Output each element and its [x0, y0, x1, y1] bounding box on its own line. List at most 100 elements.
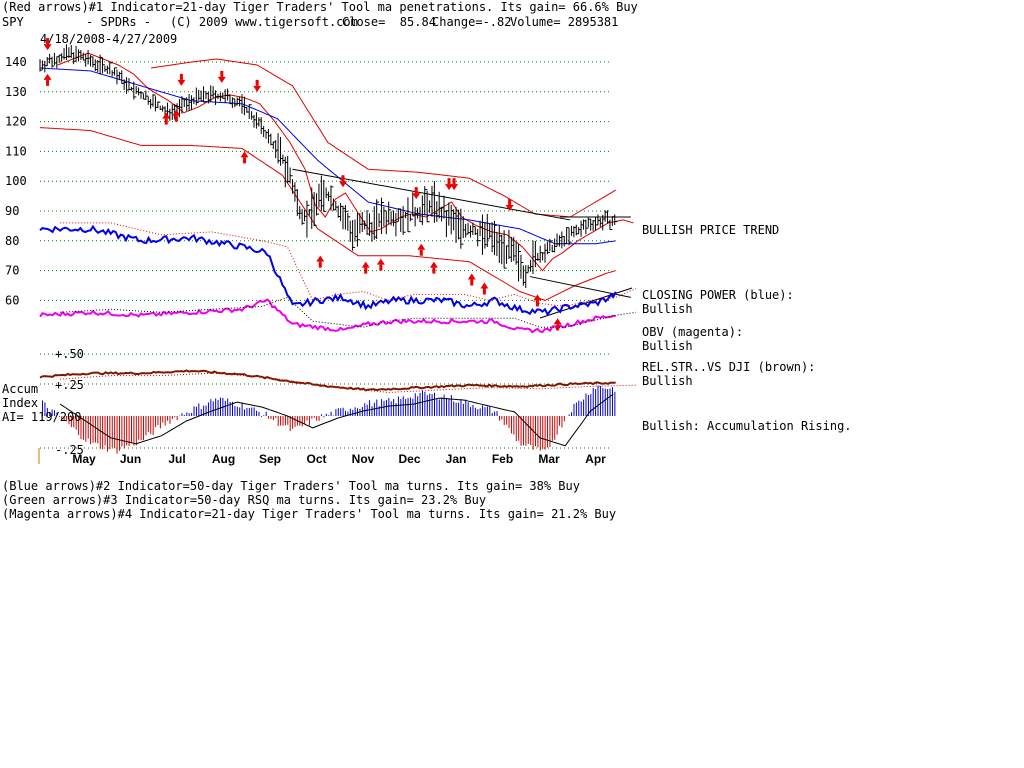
buy-arrow-icon [361, 261, 370, 274]
ticker-symbol: SPY [2, 15, 24, 29]
price-bar [585, 219, 589, 235]
sell-arrow-icon [43, 38, 52, 51]
uptrend-line [529, 276, 631, 298]
price-bar [316, 193, 320, 216]
buy-arrow-icon [316, 255, 325, 268]
downtrend-line [292, 168, 571, 221]
upper-band-line [151, 58, 616, 218]
ma21-line [57, 52, 634, 272]
copyright: (C) 2009 www.tigersoft.com [170, 15, 358, 29]
obv-title: OBV (magenta): [642, 325, 744, 339]
price-bar [51, 56, 55, 68]
security-name: - SPDRs - [86, 15, 152, 29]
y-tick-label: 100 [5, 174, 27, 188]
sell-arrow-icon [217, 70, 226, 83]
price-bar [424, 186, 428, 216]
rel-strength-value: Bullish [642, 374, 693, 388]
price-change: Change=-.82 [432, 15, 512, 29]
price-bar [157, 101, 161, 109]
y-tick-label: 130 [5, 85, 27, 99]
buy-arrow-icon [376, 258, 385, 271]
price-bar [460, 208, 464, 249]
price-bar [518, 244, 522, 282]
buy-arrow-icon [467, 273, 476, 286]
price-bar [195, 87, 199, 106]
ma50-line [39, 67, 616, 245]
obv-ma [60, 296, 636, 328]
y-tick-label: 110 [5, 144, 27, 158]
price-bar [383, 206, 387, 227]
trend-label: BULLISH PRICE TREND [642, 223, 780, 237]
price-bar [99, 54, 103, 75]
price-bar [407, 197, 411, 233]
price-bar [566, 227, 570, 245]
buy-arrow-icon [240, 151, 249, 164]
price-bar [486, 213, 490, 247]
buy-arrow-icon [417, 243, 426, 256]
y-tick-label: 80 [5, 234, 19, 248]
price-bar [388, 201, 392, 225]
month-label: Apr [585, 452, 606, 466]
price-bar [614, 214, 618, 225]
sell-arrow-icon [445, 178, 454, 191]
month-label: Feb [492, 452, 513, 466]
price-bar [114, 67, 118, 76]
price-bar [549, 238, 553, 252]
signal-arrows [43, 38, 562, 331]
sell-arrow-icon [177, 73, 186, 86]
accum-label-line1: Accum [2, 382, 39, 396]
rel-strength-line [39, 369, 616, 392]
indicator-4-caption: (Magenta arrows)#4 Indicator=21-day Tige… [2, 507, 617, 521]
price-bar [145, 90, 149, 100]
rel-strength-title: REL.STR..VS DJI (brown): [642, 360, 816, 374]
month-label: Jan [446, 452, 467, 466]
y-tick-label: 70 [5, 264, 19, 278]
sell-arrow-icon [412, 187, 421, 200]
price-bar [301, 208, 305, 225]
closing-power-line [39, 224, 617, 317]
price-bar [39, 59, 43, 72]
month-axis: May Jun Jul Aug Sep Oct Nov Dec Jan Feb Mar Apr [72, 452, 606, 466]
price-bar [477, 229, 481, 247]
price-bar [568, 228, 572, 246]
price-bar [347, 212, 351, 231]
date-range: 4/18/2008-4/27/2009 [40, 32, 178, 46]
price-bar [554, 238, 558, 253]
rel-strength-ma [60, 372, 636, 393]
month-label: Jun [120, 452, 141, 466]
price-bar [503, 230, 507, 269]
price-bar [426, 190, 430, 223]
month-label: Mar [538, 452, 560, 466]
grid-lines [38, 61, 612, 464]
price-bar [472, 222, 476, 235]
price-bar [140, 91, 144, 99]
month-label: May [72, 452, 96, 466]
closing-power-title: CLOSING POWER (blue): [642, 288, 794, 302]
close-price: Close= 85.84 [342, 15, 436, 29]
closing-power-value: Bullish [642, 302, 693, 316]
price-bar [525, 265, 529, 288]
indicator-2-caption: (Blue arrows)#2 Indicator=50-day Tiger T… [2, 479, 580, 493]
volume: Volume= 2895381 [510, 15, 619, 29]
sell-arrow-icon [505, 199, 514, 212]
month-label: Jul [168, 452, 185, 466]
sell-arrow-icon [450, 178, 459, 191]
obv-line [39, 298, 616, 334]
buy-arrow-icon [43, 73, 52, 86]
month-label: Sep [259, 452, 281, 466]
price-bar [352, 220, 356, 251]
closing-power-ma [60, 222, 637, 307]
price-bar [609, 219, 613, 231]
indicator-1-caption: (Red arrows)#1 Indicator=21-day Tiger Tr… [2, 0, 638, 14]
price-bar [546, 241, 550, 255]
price-bar [344, 204, 348, 230]
accum-tick-label: -.25 [55, 443, 84, 457]
sell-arrow-icon [339, 175, 347, 188]
price-bar [494, 220, 497, 256]
price-bar [520, 254, 524, 279]
month-label: Dec [398, 452, 420, 466]
price-bar [380, 197, 384, 234]
price-bar [356, 212, 360, 247]
y-tick-label: 120 [5, 115, 27, 129]
y-axis-ticks: 140 130 120 110 100 90 80 70 60 +.50 +.25 -.25 [5, 55, 84, 457]
